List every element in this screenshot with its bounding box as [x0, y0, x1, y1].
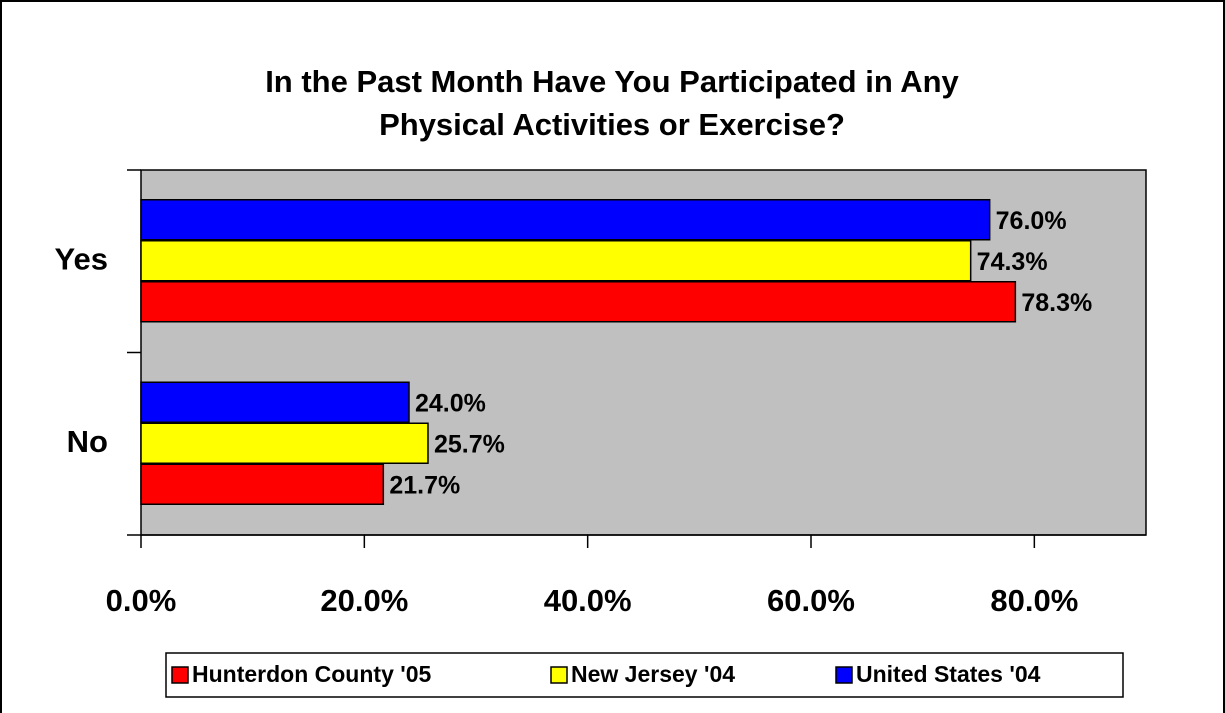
y-tick-label: No — [67, 424, 108, 459]
legend-swatch — [171, 666, 189, 684]
legend-label: Hunterdon County '05 — [192, 661, 432, 687]
value-label: 25.7% — [434, 430, 505, 458]
legend-box — [165, 652, 1124, 698]
x-tick-label: 20.0% — [320, 583, 408, 618]
x-tick-label: 40.0% — [544, 583, 632, 618]
bar — [140, 281, 1017, 323]
x-tick-label: 80.0% — [990, 583, 1078, 618]
value-label: 24.0% — [415, 389, 486, 417]
x-tick-label: 0.0% — [106, 583, 177, 618]
legend-swatch — [835, 666, 853, 684]
bar — [140, 422, 429, 464]
bar — [140, 199, 991, 241]
bar — [140, 463, 385, 505]
y-tick-label: Yes — [55, 241, 108, 276]
legend-swatch — [550, 666, 568, 684]
chart-title: In the Past Month Have You Participated … — [265, 64, 959, 99]
value-label: 21.7% — [389, 471, 460, 499]
value-label: 78.3% — [1021, 289, 1092, 317]
bar — [140, 381, 410, 423]
value-label: 74.3% — [977, 248, 1048, 276]
chart-title: Physical Activities or Exercise? — [379, 107, 845, 142]
legend-label: New Jersey '04 — [571, 661, 735, 687]
value-label: 76.0% — [996, 207, 1067, 235]
legend-label: United States '04 — [856, 661, 1041, 687]
bar — [140, 240, 972, 282]
x-tick-label: 60.0% — [767, 583, 855, 618]
